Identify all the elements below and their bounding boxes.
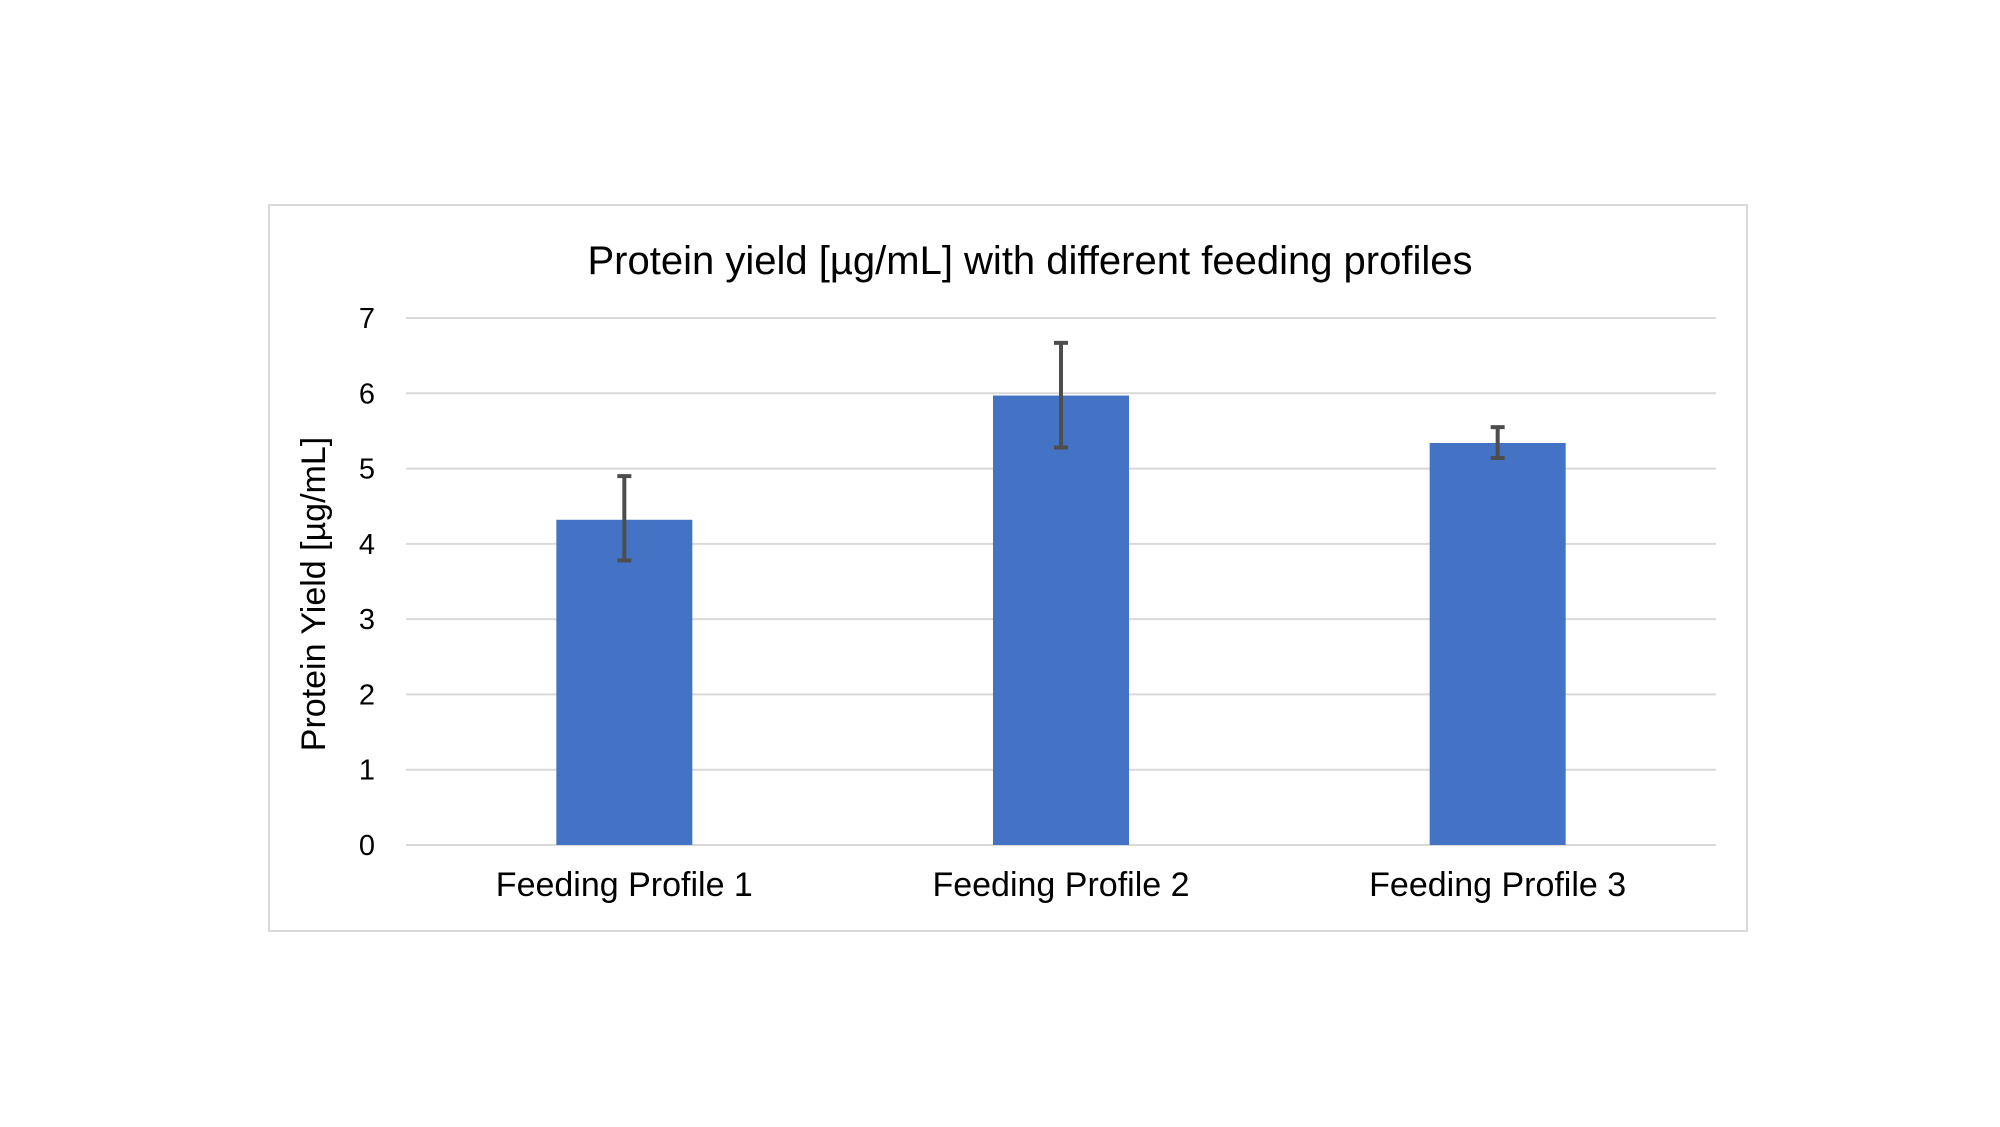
x-category-label: Feeding Profile 2 — [932, 866, 1189, 904]
chart-area: Protein yield [µg/mL] with different fee… — [268, 204, 1748, 932]
y-tick-label: 7 — [359, 303, 375, 335]
y-tick-label: 5 — [359, 454, 375, 486]
x-axis-categories: Feeding Profile 1 Feeding Profile 2 Feedin… — [496, 866, 1626, 904]
y-tick-label: 4 — [359, 529, 375, 561]
y-tick-label: 2 — [359, 679, 375, 711]
bar — [556, 519, 693, 845]
y-tick-label: 6 — [359, 378, 375, 410]
bars — [556, 395, 1566, 845]
y-tick-label: 0 — [359, 830, 375, 862]
error-bars — [617, 340, 1505, 563]
x-category-label: Feeding Profile 3 — [1369, 866, 1626, 904]
y-tick-label: 1 — [359, 755, 375, 787]
bar-chart: Protein yield [µg/mL] with different fee… — [295, 239, 1716, 904]
chart-title: Protein yield [µg/mL] with different fee… — [588, 239, 1473, 283]
x-category-label: Feeding Profile 1 — [496, 866, 753, 904]
bar — [993, 395, 1129, 845]
y-axis-ticks: 0 1 2 3 4 5 6 7 — [359, 303, 375, 862]
y-axis-title: Protein Yield [µg/mL] — [295, 437, 333, 751]
y-tick-label: 3 — [359, 604, 375, 636]
bar — [1429, 442, 1566, 845]
